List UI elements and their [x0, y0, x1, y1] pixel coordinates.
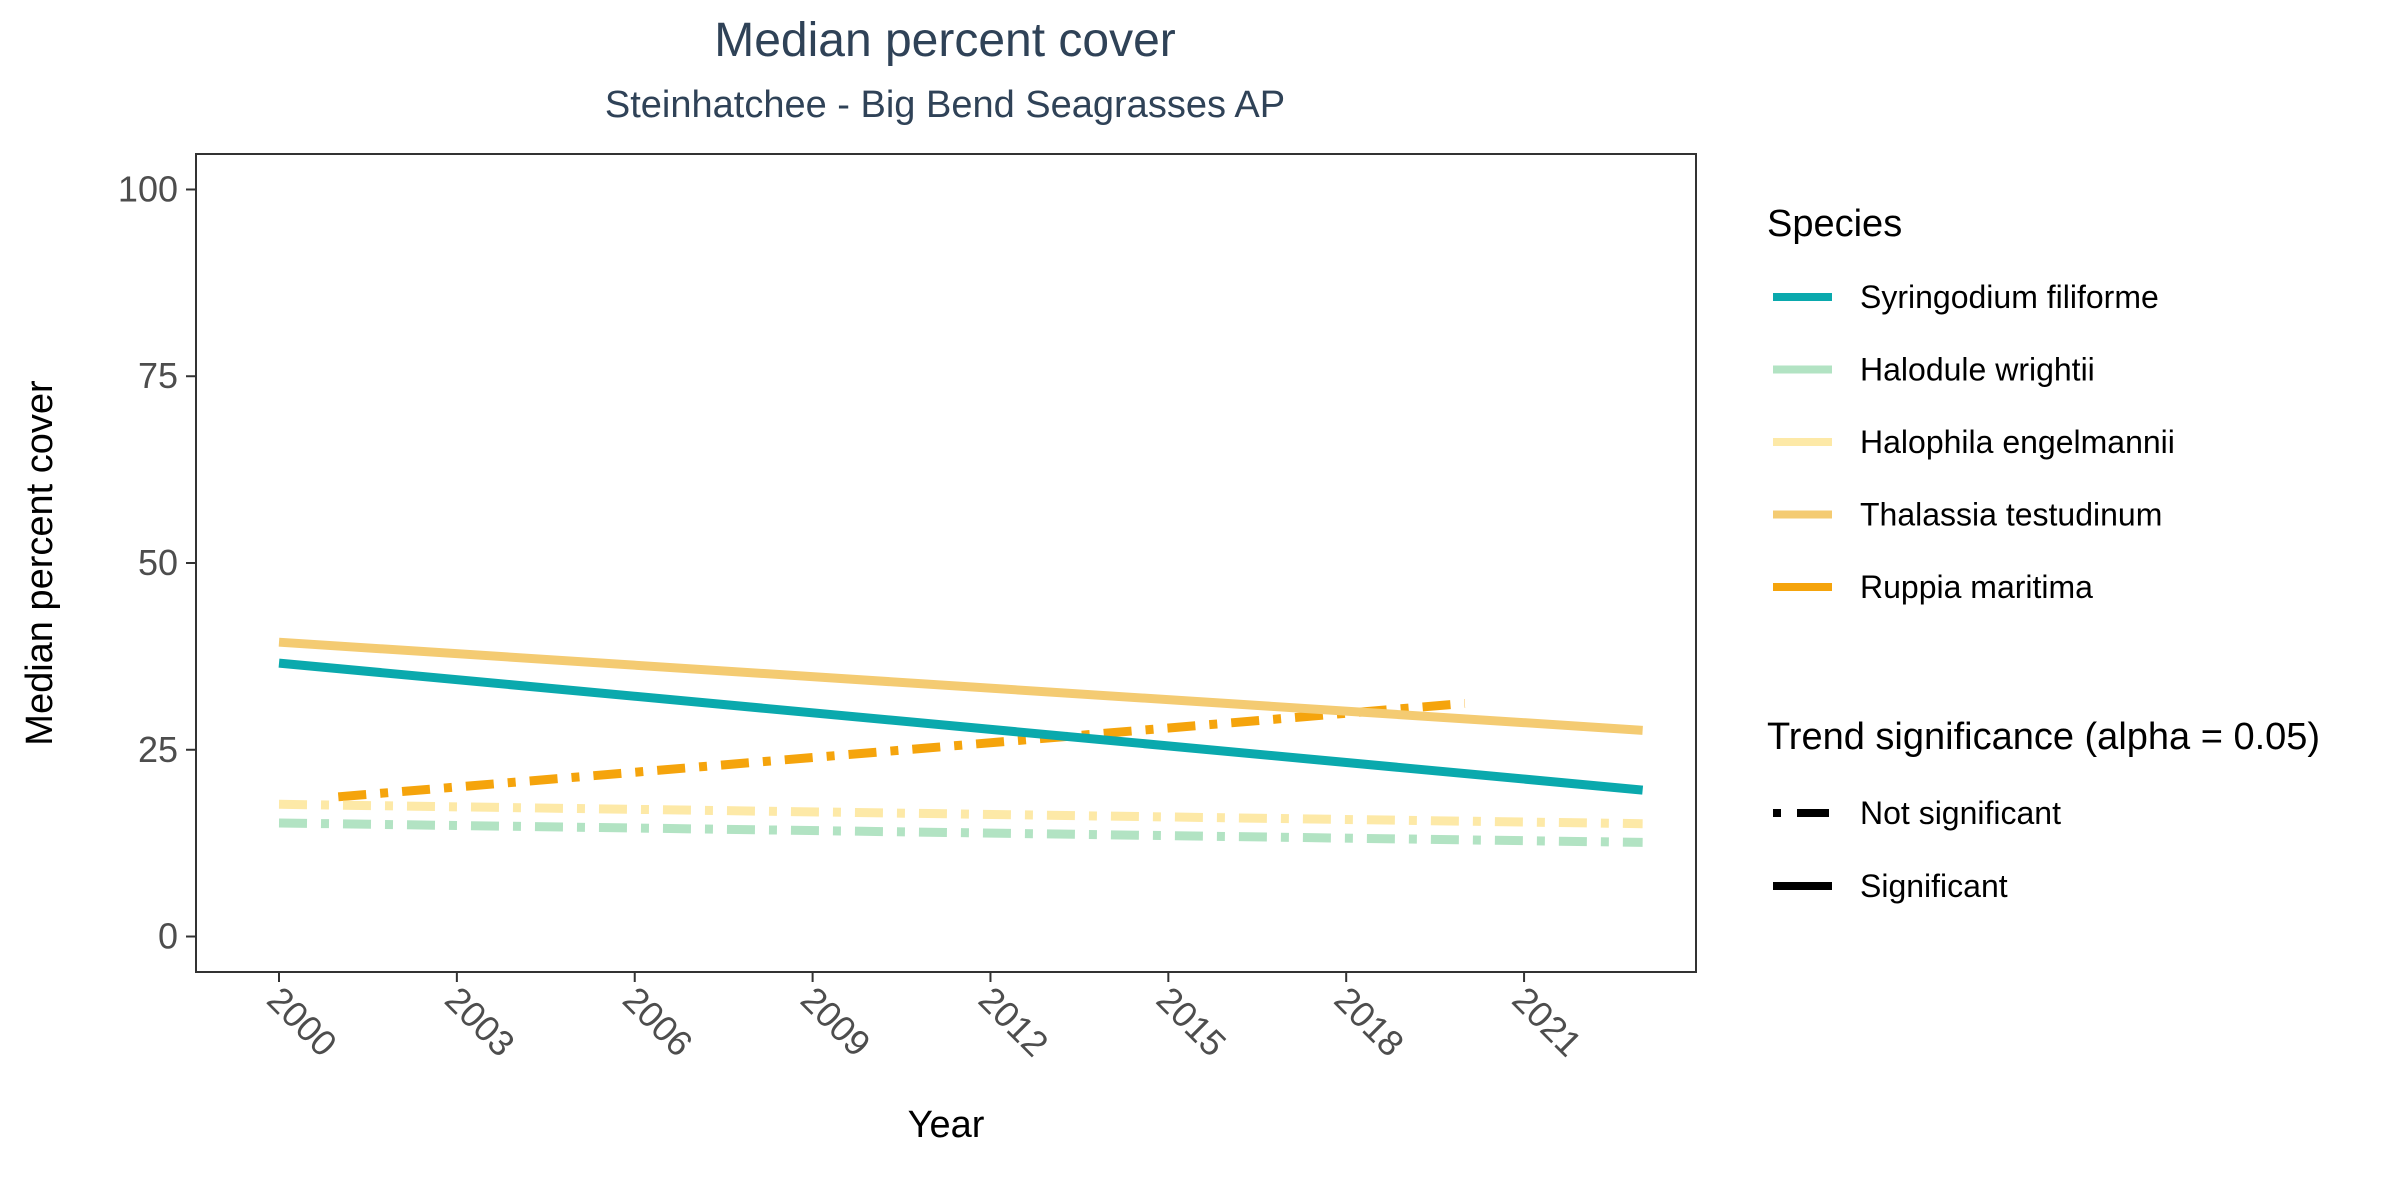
plot-panel: [195, 153, 1697, 973]
y-tick-label: 25: [138, 729, 178, 770]
legend-label-not-significant: Not significant: [1860, 795, 2061, 831]
x-axis: 2000 2003 2006 2009 2012 2015 2018 2021: [259, 972, 1590, 1064]
y-tick-label: 100: [118, 168, 178, 209]
x-tick-label: 2009: [793, 979, 879, 1065]
series-lines: [278, 637, 1644, 847]
y-axis-title: Median percent cover: [19, 380, 61, 746]
y-tick-label: 0: [158, 916, 178, 957]
legend-label-halophila-engelmannii: Halophila engelmannii: [1860, 424, 2175, 460]
x-tick-label: 2015: [1149, 979, 1235, 1065]
legend-label-ruppia-maritima: Ruppia maritima: [1860, 569, 2093, 605]
legend-label-thalassia-testudinum: Thalassia testudinum: [1860, 497, 2162, 533]
x-tick-label: 2021: [1504, 979, 1590, 1065]
x-tick-label: 2006: [615, 979, 701, 1065]
x-tick-label: 2000: [259, 979, 345, 1065]
legend-label-significant: Significant: [1860, 868, 2008, 904]
series-line-thalassia-testudinum: [278, 637, 1643, 735]
series-line-ruppia-maritima: [337, 698, 1466, 802]
x-tick-label: 2012: [971, 979, 1057, 1065]
legend-trend-items: Not significant Significant: [1773, 795, 2061, 904]
legend-label-syringodium-filiforme: Syringodium filiforme: [1860, 279, 2159, 315]
series-line-halophila-engelmannii: [278, 799, 1643, 829]
y-axis: 0 25 50 75 100: [118, 168, 196, 957]
legend-species-items: Syringodium filiforme Halodule wrightii Ha…: [1773, 279, 2175, 605]
legend-label-halodule-wrightii: Halodule wrightii: [1860, 352, 2095, 388]
legend-species-title: Species: [1767, 203, 1902, 245]
series-line-syringodium-filiforme: [278, 658, 1644, 795]
x-tick-label: 2003: [437, 979, 523, 1065]
y-tick-label: 75: [138, 355, 178, 396]
series-line-halodule-wrightii: [278, 818, 1643, 847]
legend-trend-title: Trend significance (alpha = 0.05): [1767, 716, 2320, 758]
x-tick-label: 2018: [1327, 979, 1413, 1065]
x-axis-title: Year: [908, 1104, 985, 1146]
y-tick-label: 50: [138, 542, 178, 583]
chart-subtitle: Steinhatchee - Big Bend Seagrasses AP: [605, 84, 1285, 126]
chart-title: Median percent cover: [714, 14, 1176, 67]
legend: Species Syringodium filiforme Halodule wr…: [1767, 203, 2320, 904]
